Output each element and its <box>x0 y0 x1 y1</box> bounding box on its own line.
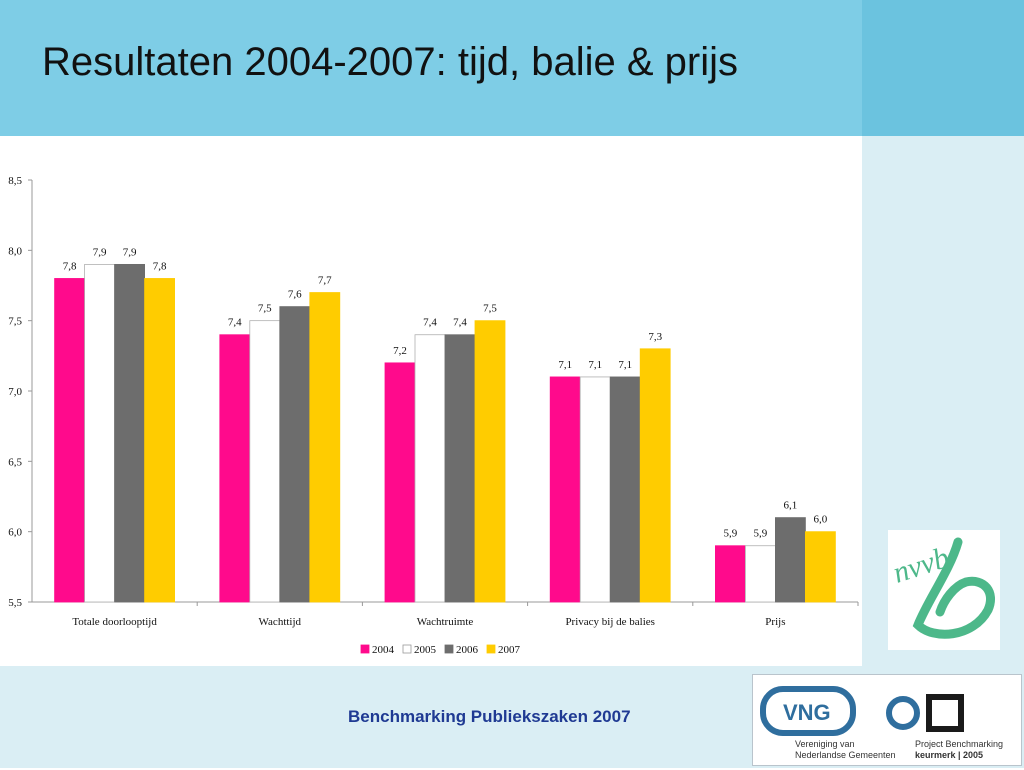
data-label: 5,9 <box>724 528 738 540</box>
legend-label-2007: 2007 <box>498 644 521 656</box>
vng-mark-frame <box>760 686 856 736</box>
bar-2004 <box>715 545 746 603</box>
data-label: 5,9 <box>754 528 768 540</box>
data-label: 7,2 <box>393 345 407 357</box>
bar-chart: 5,5 6,0 6,5 7,0 7,5 8,0 8,5 7,8 7,9 7,9 7,8 Totale … <box>8 175 859 656</box>
bar-2005 <box>249 320 281 603</box>
data-label: 7,1 <box>558 359 572 371</box>
vng-logo: VNG Vereniging van Nederlandse Gemeenten… <box>752 674 1022 766</box>
data-label: 7,4 <box>453 317 467 329</box>
legend-label-2005: 2005 <box>414 644 437 656</box>
y-tick-label: 7,5 <box>8 316 22 328</box>
data-label: 7,1 <box>618 359 632 371</box>
bar-2004 <box>384 362 416 603</box>
benchmark-line1: Project Benchmarking <box>915 739 1003 749</box>
bar-2005 <box>84 263 115 603</box>
bar-2006 <box>444 334 476 603</box>
bar-2004 <box>54 278 85 603</box>
vng-line2: Nederlandse Gemeenten <box>795 750 896 760</box>
nvvb-swoosh <box>912 537 995 639</box>
data-label: 6,0 <box>814 514 828 526</box>
x-tick-label: Prijs <box>765 616 785 628</box>
data-label: 7,9 <box>93 246 107 258</box>
y-tick-label: 8,5 <box>8 175 22 187</box>
y-tick-label: 5,5 <box>8 597 22 609</box>
data-label: 7,6 <box>288 289 302 301</box>
bar-2007 <box>144 278 176 603</box>
y-tick-label: 8,0 <box>8 245 22 257</box>
bar-2006 <box>609 376 641 603</box>
benchmark-square-icon <box>926 694 964 732</box>
x-tick-label: Privacy bij de balies <box>565 616 655 628</box>
vng-line1: Vereniging van <box>795 739 855 749</box>
y-tick-label: 6,5 <box>8 456 22 468</box>
data-label: 7,4 <box>228 317 242 329</box>
data-label: 7,4 <box>423 317 437 329</box>
benchmark-circle-icon <box>886 696 920 730</box>
bar-2007 <box>639 348 671 603</box>
legend-swatch-2007 <box>486 644 496 654</box>
x-tick-label: Totale doorlooptijd <box>72 616 157 628</box>
bar-2007 <box>309 292 341 603</box>
bar-2005 <box>414 334 446 603</box>
y-tick-label: 7,0 <box>8 386 22 398</box>
data-label: 7,9 <box>123 246 137 258</box>
bar-2005 <box>579 376 611 603</box>
header-accent <box>862 0 1024 136</box>
bar-2004 <box>219 334 251 603</box>
bar-2006 <box>114 263 145 603</box>
bar-2006 <box>279 306 311 603</box>
data-label: 7,5 <box>258 303 272 315</box>
legend-label-2006: 2006 <box>456 644 479 656</box>
legend-swatch-2004 <box>360 644 370 654</box>
bar-2007 <box>805 531 836 603</box>
data-label: 7,7 <box>318 275 332 287</box>
nvvb-logo: nvvb <box>888 530 1000 650</box>
data-label: 7,8 <box>153 260 167 272</box>
bar-2006 <box>775 517 806 603</box>
bar-2007 <box>474 320 506 603</box>
legend-label-2004: 2004 <box>372 644 395 656</box>
header-band <box>0 0 862 136</box>
data-label: 7,5 <box>483 303 497 315</box>
data-label: 6,1 <box>784 500 798 512</box>
bar-2005 <box>745 545 776 603</box>
slide-title: Resultaten 2004-2007: tijd, balie & prij… <box>42 40 738 84</box>
data-label: 7,3 <box>648 331 662 343</box>
footer-text: Benchmarking Publiekszaken 2007 <box>348 707 631 726</box>
x-tick-label: Wachtruimte <box>417 616 474 628</box>
data-label: 7,1 <box>588 359 602 371</box>
x-tick-label: Wachttijd <box>259 616 302 628</box>
legend-swatch-2006 <box>444 644 454 654</box>
benchmark-line2: keurmerk | 2005 <box>915 750 983 760</box>
y-tick-label: 6,0 <box>8 527 22 539</box>
vng-mark-text: VNG <box>783 700 831 725</box>
data-label: 7,8 <box>63 260 77 272</box>
bar-2004 <box>549 376 581 603</box>
legend-swatch-2005 <box>402 644 412 654</box>
